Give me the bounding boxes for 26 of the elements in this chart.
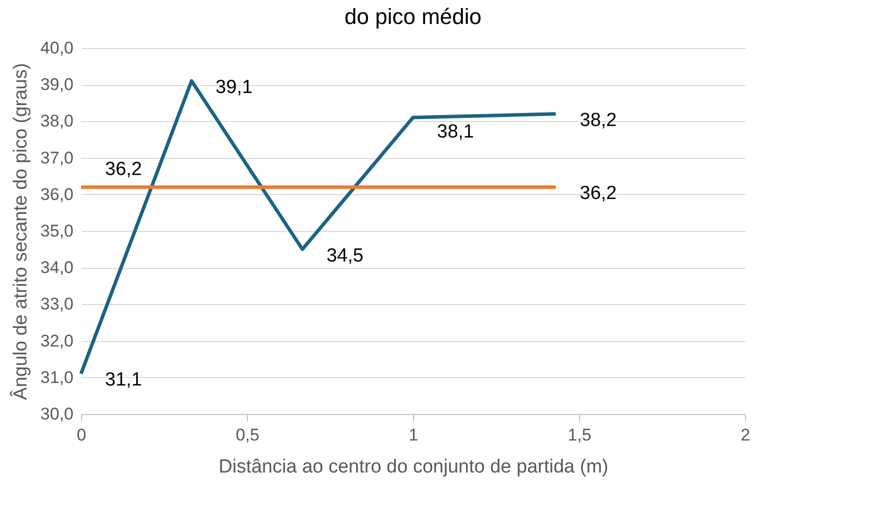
data-label: 34,5	[326, 245, 364, 266]
x-axis-title: Distância ao centro do conjunto de partida (m)	[218, 456, 608, 478]
data-label: 38,2	[580, 110, 617, 131]
chart-title: do pico médio	[344, 4, 482, 29]
y-tick-label: 33,0	[40, 294, 74, 314]
data-label: 31,1	[105, 370, 142, 391]
data-label: 36,2	[580, 183, 617, 204]
y-tick-label: 39,0	[40, 75, 74, 94]
y-tick-label: 35,0	[40, 222, 74, 240]
y-tick-label: 30,0	[40, 404, 74, 424]
y-tick-label: 34,0	[40, 258, 74, 278]
data-label: 36,2	[105, 159, 142, 180]
x-tick-label: 0,5	[236, 426, 260, 444]
y-tick-label: 36,0	[40, 184, 74, 204]
y-tick-label: 32,0	[40, 331, 74, 350]
x-tick-label: 0	[76, 426, 86, 444]
y-tick-label: 40,0	[40, 38, 74, 58]
x-tick-label: 1,5	[568, 426, 592, 444]
data-label: 39,1	[216, 76, 253, 98]
y-tick-label: 38,0	[40, 112, 74, 131]
y-axis-title: Ângulo de atrito secante do pico (graus)	[9, 63, 32, 400]
y-tick-label: 37,0	[40, 148, 74, 168]
y-tick-label: 31,0	[40, 368, 74, 387]
x-tick-label: 1	[408, 426, 418, 444]
data-label: 38,1	[437, 122, 474, 143]
x-tick-label: 2	[740, 426, 750, 444]
